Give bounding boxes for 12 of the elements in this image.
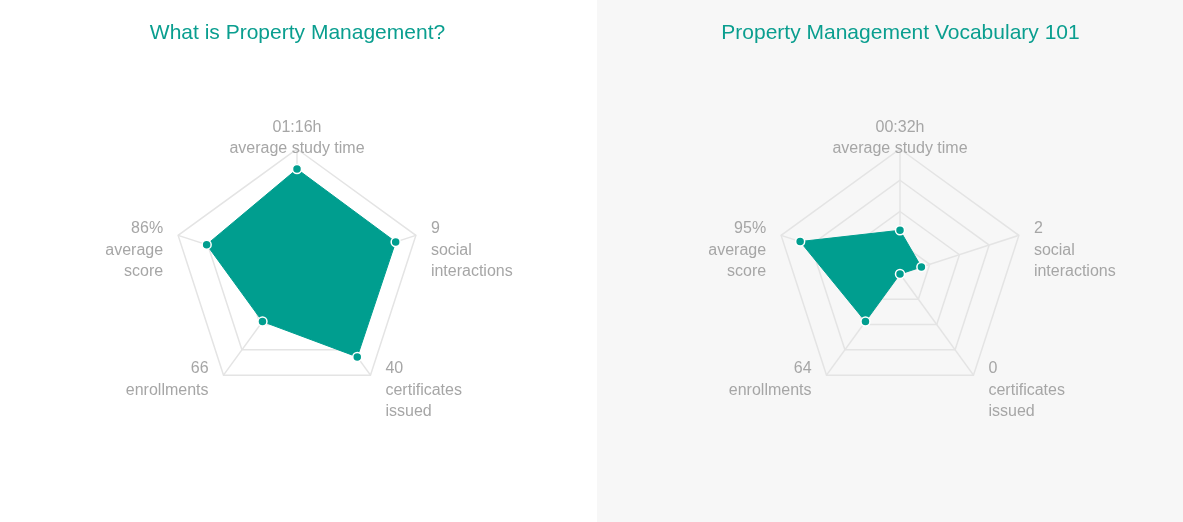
spoke-label: 2 social interactions (1033, 219, 1116, 280)
chart-title: Property Management Vocabulary 101 (720, 19, 1081, 45)
chart-title: What is Property Management? (148, 19, 447, 45)
spoke-label: 95% average score (708, 219, 767, 280)
spoke-label: 01:16h average study time (229, 117, 365, 157)
spoke-label: 66 enrollments (125, 359, 209, 398)
spoke-label: 9 social interactions (430, 219, 513, 280)
spoke-label: 64 enrollments (728, 359, 812, 398)
spoke-label: 40 certificates issued (385, 359, 462, 420)
spoke-label: 00:32h average study time (832, 117, 968, 157)
spoke-label: 86% average score (105, 219, 164, 280)
spoke-label: 0 certificates issued (988, 359, 1065, 420)
